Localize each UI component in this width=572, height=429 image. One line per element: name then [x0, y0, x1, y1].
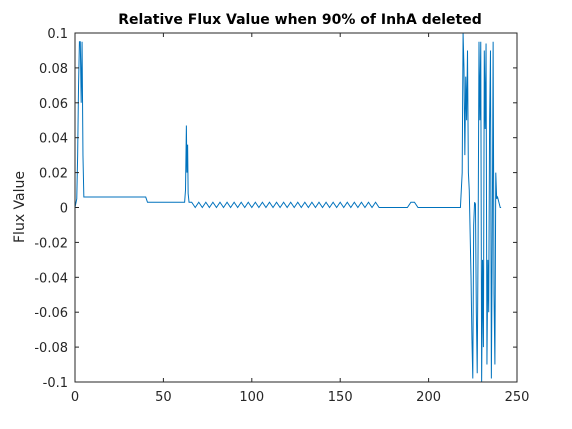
- y-tick-label: -0.1: [43, 376, 68, 391]
- x-tick-label: 100: [239, 390, 264, 405]
- series-line-flux: [75, 33, 502, 382]
- y-tick-label: 0.1: [47, 27, 68, 42]
- y-axis-label: Flux Value: [12, 171, 28, 243]
- tick-layer: 0 50 100 150 200 250 0.1 0.08 0.06 0.04 0.02 0 -0.02…: [34, 27, 529, 405]
- y-tick-label: 0: [60, 202, 68, 217]
- y-tick-label: -0.04: [34, 271, 68, 286]
- y-tick-label: -0.02: [34, 236, 68, 251]
- series-layer: [75, 33, 502, 382]
- x-tick-label: 50: [155, 390, 172, 405]
- x-tick-label: 150: [328, 390, 353, 405]
- y-tick-label: 0.08: [39, 62, 68, 77]
- y-tick-label: 0.06: [39, 97, 68, 112]
- y-tick-label: 0.02: [39, 167, 68, 182]
- y-tick-label: 0.04: [39, 132, 68, 147]
- chart-title: Relative Flux Value when 90% of InhA del…: [118, 12, 481, 28]
- y-tick-label: -0.06: [34, 306, 68, 321]
- x-tick-label: 200: [416, 390, 441, 405]
- x-tick-label: 250: [505, 390, 530, 405]
- x-tick-label: 0: [71, 390, 79, 405]
- y-tick-label: -0.08: [34, 341, 68, 356]
